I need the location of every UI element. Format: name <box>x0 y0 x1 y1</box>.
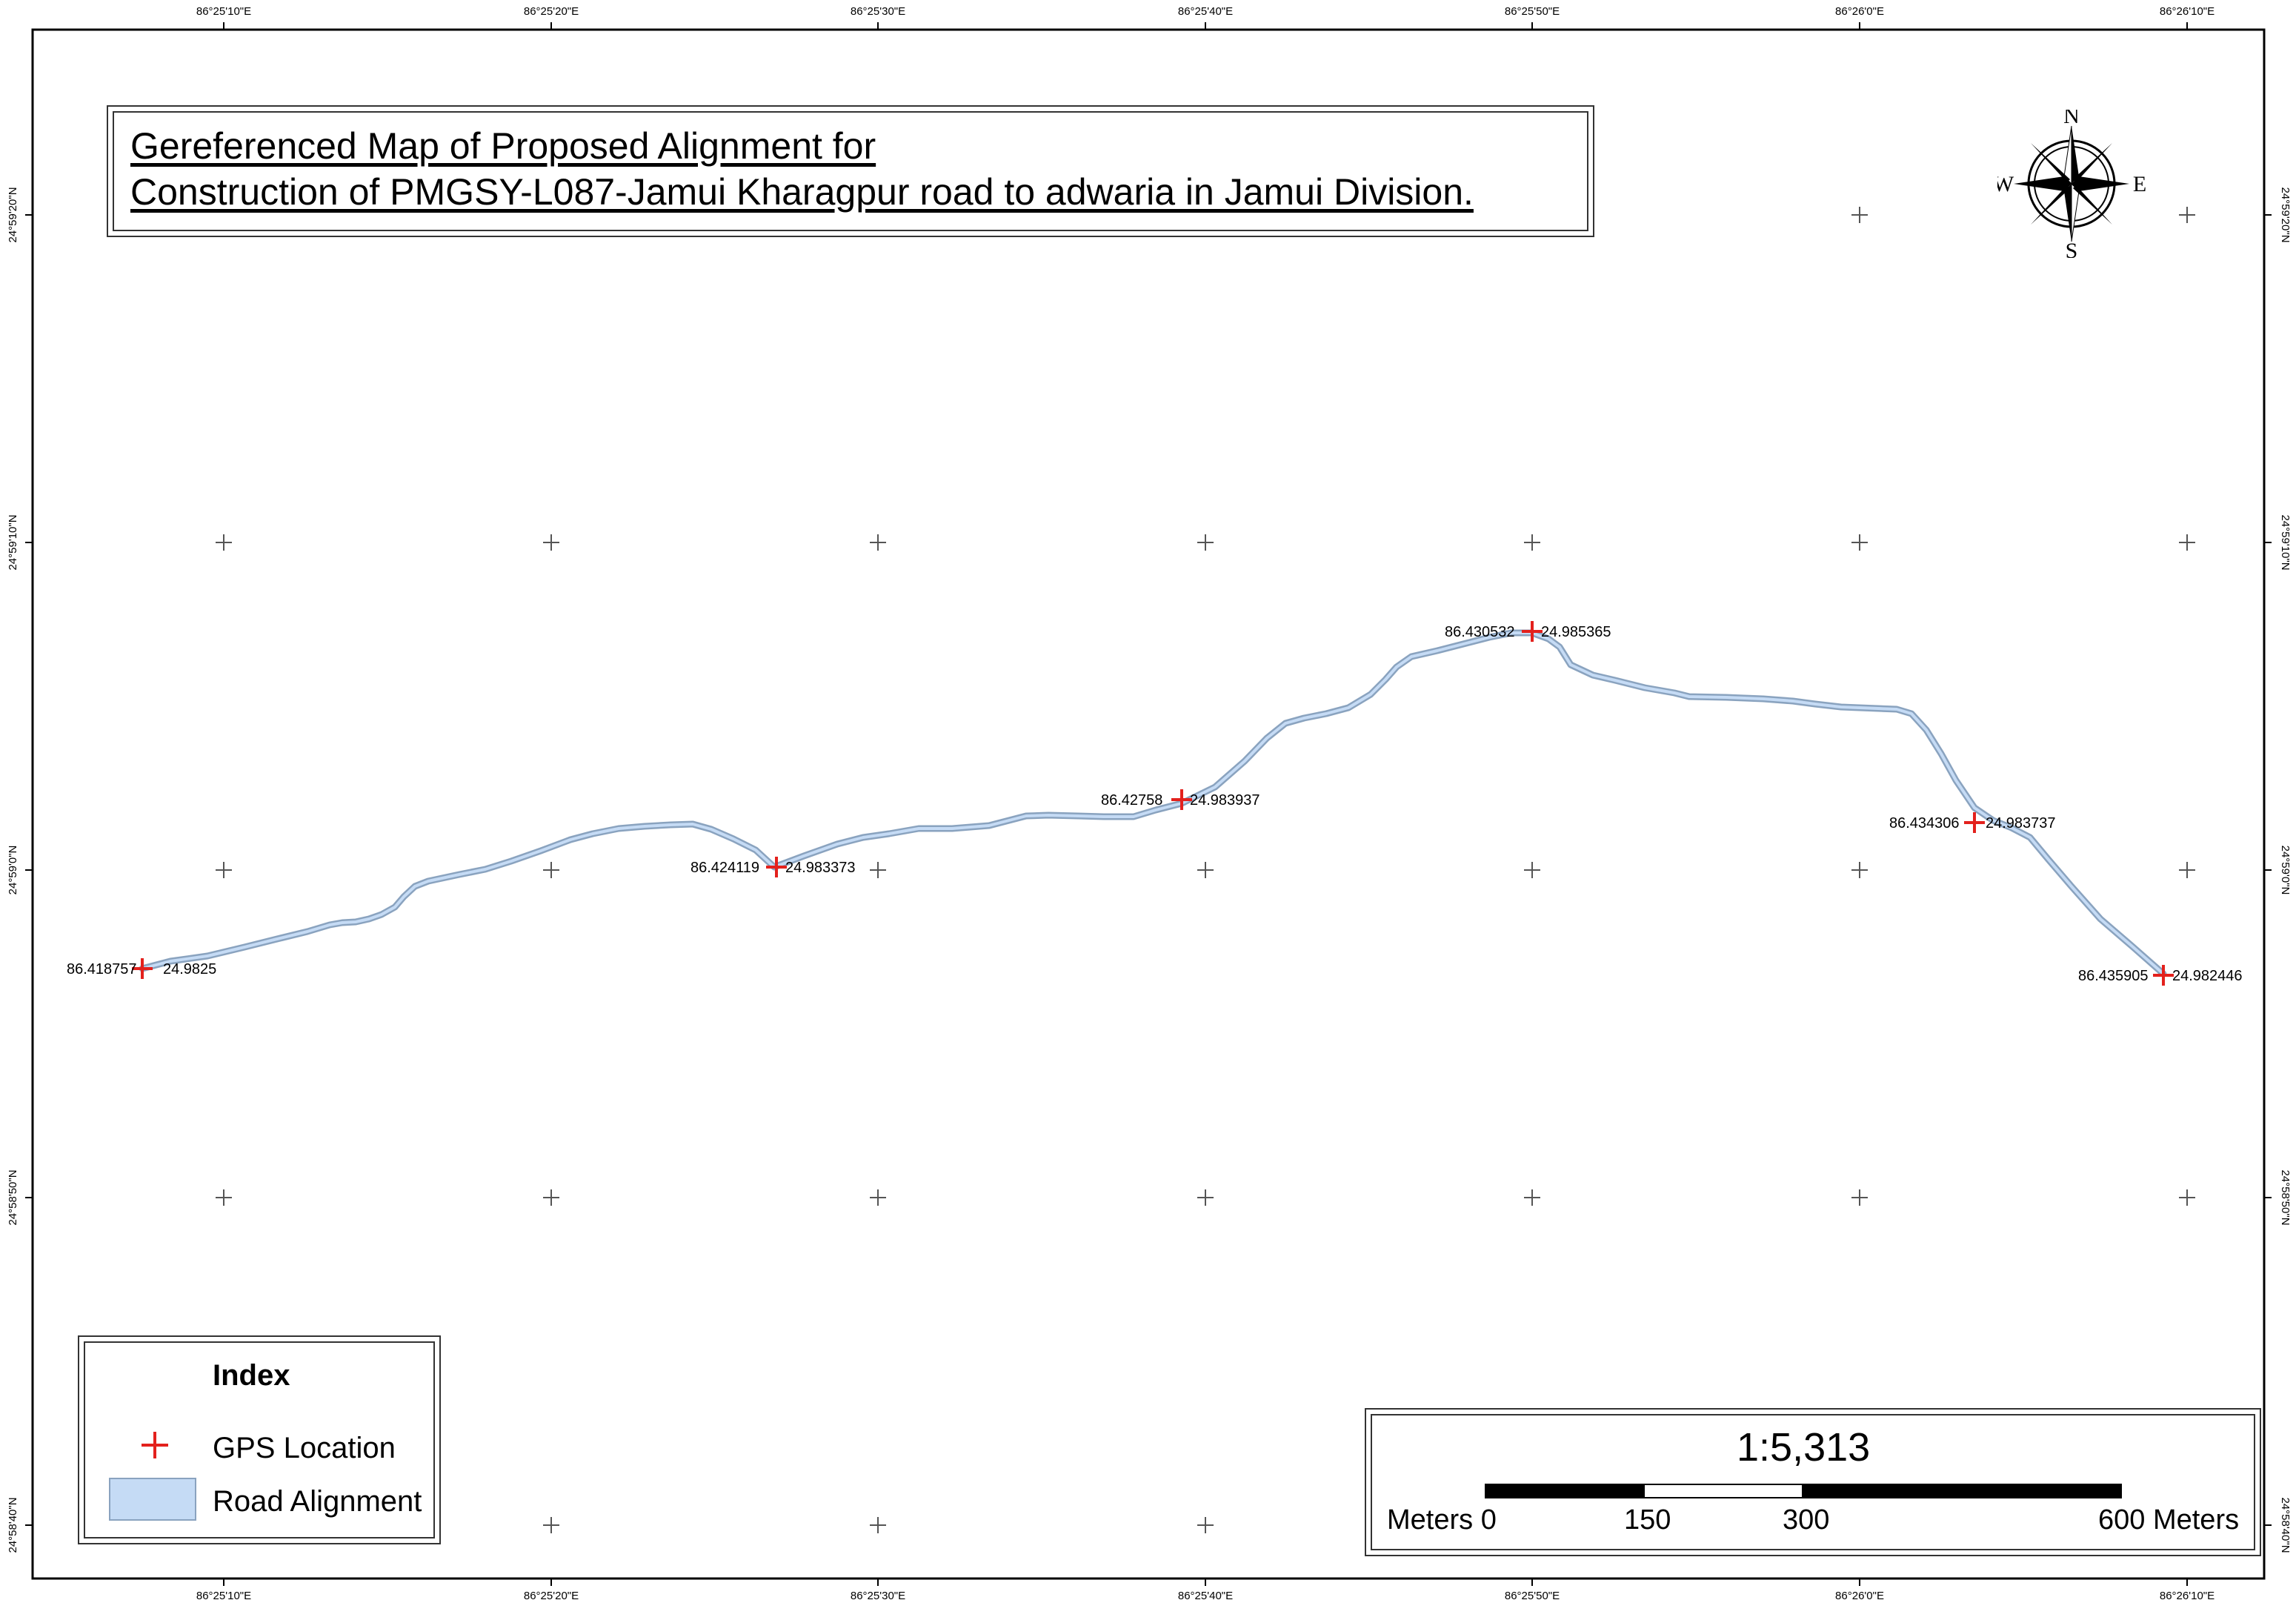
scale-label-0: Meters 0 <box>1387 1504 1497 1536</box>
compass-n: N <box>2063 110 2080 128</box>
legend-title: Index <box>213 1359 290 1392</box>
legend-gps-label: GPS Location <box>213 1432 396 1464</box>
lon-tick-label-top: 86°25'40"E <box>1178 5 1233 18</box>
scale-ratio: 1:5,313 <box>1737 1425 1871 1470</box>
gps-lon-label: 86.430532 <box>1445 624 1515 640</box>
compass-s: S <box>2066 239 2078 258</box>
road-centerline <box>141 631 2165 975</box>
lat-tick-label-right: 24°58'50"N <box>2279 1169 2292 1225</box>
map-title-line-1: Gereferenced Map of Proposed Alignment f… <box>130 125 876 167</box>
lat-tick-label-left: 24°59'0"N <box>7 846 19 895</box>
gps-lon-label: 86.434306 <box>1889 815 1960 831</box>
legend-item-road: Road Alignment <box>94 1478 427 1525</box>
road-swatch <box>109 1478 196 1521</box>
lon-tick-label-bottom: 86°25'40"E <box>1178 1590 1233 1600</box>
scale-label-300: 300 <box>1783 1504 1830 1536</box>
lat-tick-label-left: 24°59'20"N <box>7 187 19 242</box>
gps-lon-label: 86.418757 <box>67 961 137 977</box>
coordinate-ticks: 86°25'10"E 86°25'10"E 86°25'20"E 86°25'20"E… <box>7 5 2292 1600</box>
scale-bar: 1:5,313 Meters 0 150 300 600 Meters <box>1365 1408 2261 1556</box>
gps-points: 86.418757 24.9825 86.424119 24.983373 86.427… <box>67 621 2243 986</box>
lon-tick-label-bottom: 86°26'10"E <box>2160 1590 2215 1600</box>
scale-bar-graphic <box>1485 1484 2122 1498</box>
gps-lon-label: 86.424119 <box>691 860 759 876</box>
lon-tick-label-top: 86°25'30"E <box>851 5 905 18</box>
gps-lat-label: 24.983737 <box>1986 815 2056 831</box>
lon-tick-label-top: 86°25'10"E <box>196 5 251 18</box>
graticule <box>216 207 2195 1533</box>
lon-tick-label-bottom: 86°25'10"E <box>196 1590 251 1600</box>
road-alignment <box>139 629 2167 977</box>
legend-item-gps: GPS Location <box>94 1426 427 1473</box>
north-arrow-icon: N S E W <box>1993 104 2146 263</box>
legend-road-label: Road Alignment <box>213 1485 422 1518</box>
gps-lon-label: 86.435905 <box>2078 968 2149 984</box>
compass-e: E <box>2133 172 2146 196</box>
gps-lon-label: 86.42758 <box>1101 792 1162 809</box>
legend: Index GPS Location Road Alignment <box>78 1335 441 1544</box>
lat-tick-label-right: 24°59'20"N <box>2279 187 2292 242</box>
lon-tick-label-bottom: 86°25'50"E <box>1505 1590 1560 1600</box>
map-title-line-2: Construction of PMGSY-L087-Jamui Kharagp… <box>130 171 1474 213</box>
lon-tick-label-bottom: 86°25'20"E <box>524 1590 579 1600</box>
lon-tick-label-top: 86°26'10"E <box>2160 5 2215 18</box>
map-frame <box>31 28 2266 1580</box>
lon-tick-label-top: 86°25'50"E <box>1505 5 1560 18</box>
compass-w: W <box>1997 172 2014 196</box>
lat-tick-label-left: 24°59'10"N <box>7 514 19 570</box>
lat-tick-label-right: 24°59'10"N <box>2279 514 2292 570</box>
gps-lat-label: 24.983373 <box>785 860 856 876</box>
lon-tick-label-top: 86°25'20"E <box>524 5 579 18</box>
scale-label-600: 600 Meters <box>2098 1504 2240 1536</box>
gps-lat-label: 24.983937 <box>1190 792 1260 809</box>
lon-tick-label-bottom: 86°25'30"E <box>851 1590 905 1600</box>
gps-lat-label: 24.9825 <box>163 961 216 977</box>
lon-tick-label-top: 86°26'0"E <box>1835 5 1884 18</box>
gps-marker-icon <box>142 1432 168 1458</box>
lat-tick-label-left: 24°58'40"N <box>7 1497 19 1553</box>
lat-tick-label-right: 24°59'0"N <box>2279 846 2292 895</box>
lon-tick-label-bottom: 86°26'0"E <box>1835 1590 1884 1600</box>
gps-lat-label: 24.982446 <box>2172 968 2243 984</box>
gps-lat-label: 24.985365 <box>1541 624 1611 640</box>
map-title-box: Gereferenced Map of Proposed Alignment f… <box>107 105 1594 237</box>
lat-tick-label-left: 24°58'50"N <box>7 1169 19 1225</box>
lat-tick-label-right: 24°58'40"N <box>2279 1497 2292 1553</box>
scale-label-150: 150 <box>1624 1504 1671 1536</box>
